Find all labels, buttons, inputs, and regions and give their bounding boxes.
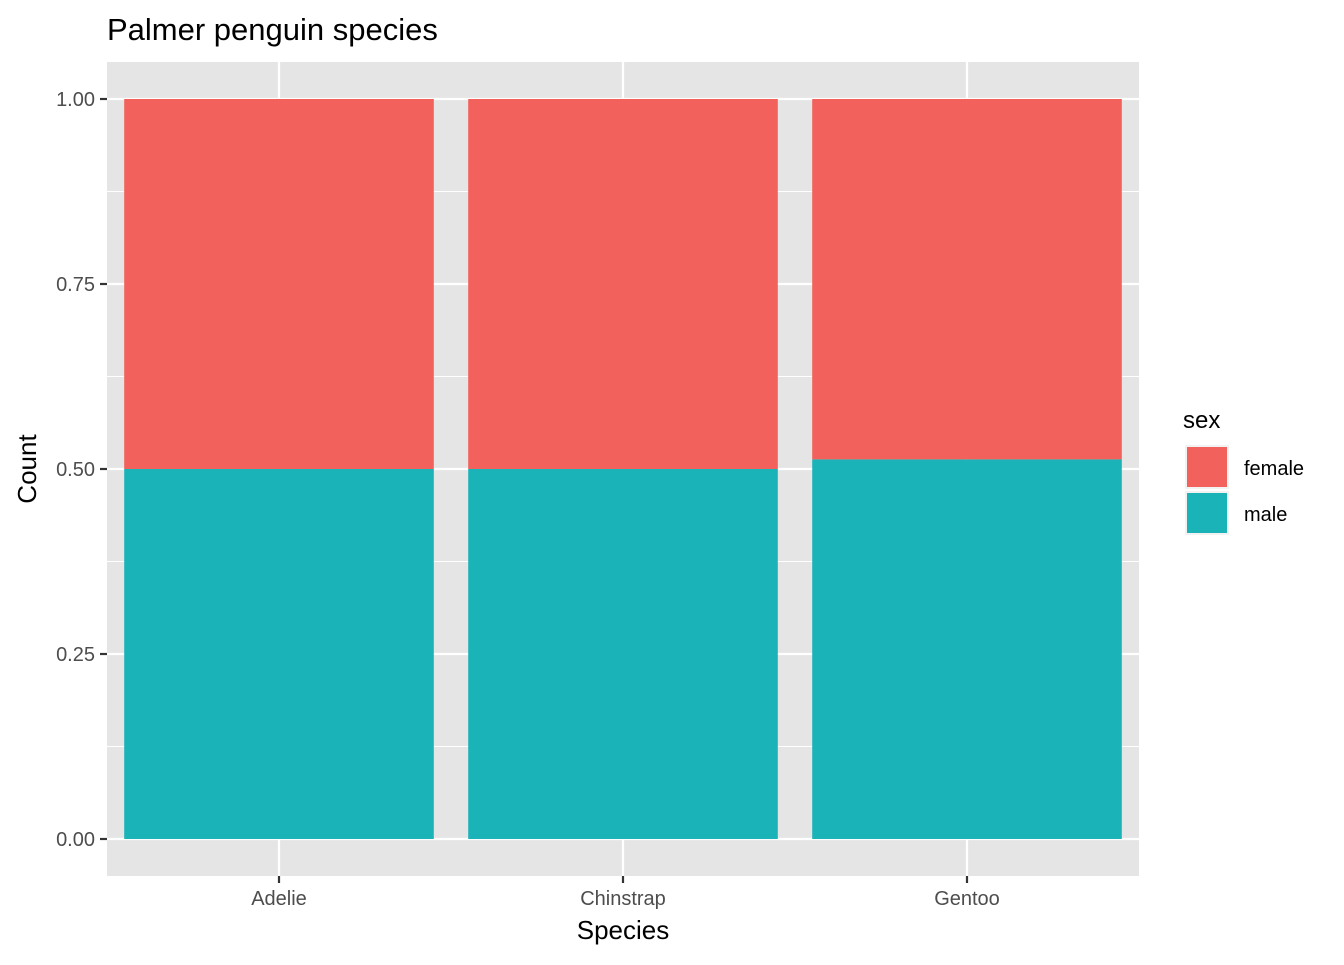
- legend-title: sex: [1183, 407, 1220, 434]
- legend-label-male: male: [1244, 504, 1287, 526]
- x-tick-label: Gentoo: [934, 888, 1000, 910]
- bar-gentoo-male: [812, 459, 1122, 839]
- x-tick-label: Adelie: [251, 888, 307, 910]
- legend: sex female male: [1183, 407, 1304, 535]
- x-tick-label: Chinstrap: [580, 888, 666, 910]
- bar-chinstrap-male: [468, 469, 778, 839]
- chart-title: Palmer penguin species: [107, 12, 438, 47]
- bar-chinstrap-female: [468, 99, 778, 469]
- y-axis-label: Count: [12, 434, 42, 504]
- bar-adelie-female: [124, 99, 434, 469]
- x-axis-label: Species: [577, 915, 670, 945]
- y-tick-label: 0.00: [56, 829, 95, 851]
- legend-swatch-male: [1187, 493, 1227, 533]
- y-tick-label: 0.25: [56, 644, 95, 666]
- y-tick-label: 0.50: [56, 459, 95, 481]
- bar-adelie-male: [124, 469, 434, 839]
- bar-gentoo-female: [812, 99, 1122, 460]
- legend-swatch-female: [1187, 447, 1227, 487]
- y-tick-label: 1.00: [56, 89, 95, 111]
- legend-label-female: female: [1244, 458, 1304, 480]
- y-tick-label: 0.75: [56, 274, 95, 296]
- plot-panel: 0.00 0.25 0.50 0.75 1.00 Adelie Chinstrap Gento…: [56, 62, 1139, 910]
